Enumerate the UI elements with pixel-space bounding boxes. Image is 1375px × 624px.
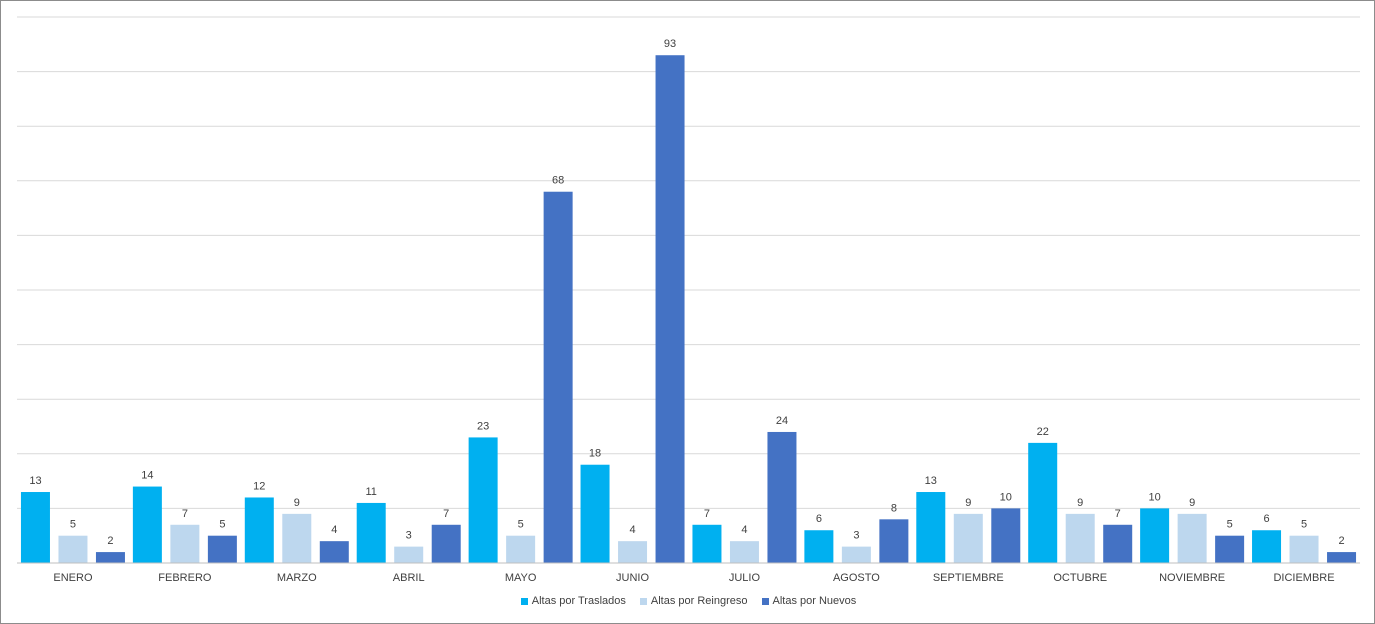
bar — [804, 530, 834, 563]
data-label: 68 — [552, 175, 564, 187]
legend-swatch — [761, 597, 769, 605]
legend-item: Altas por Nuevos — [761, 595, 857, 607]
bar — [58, 535, 88, 563]
x-tick-label: JULIO — [729, 572, 761, 584]
bar — [1103, 524, 1133, 563]
data-label: 11 — [365, 486, 376, 498]
bar — [1289, 535, 1319, 563]
x-tick-label: SEPTIEMBRE — [933, 572, 1004, 584]
data-label: 9 — [965, 497, 971, 509]
data-label: 5 — [70, 519, 76, 531]
data-label: 24 — [776, 415, 788, 427]
bar — [991, 508, 1021, 563]
bar — [356, 502, 386, 563]
bar — [953, 513, 983, 563]
data-label: 14 — [141, 470, 153, 482]
bar — [1140, 508, 1170, 563]
bar — [282, 513, 312, 563]
data-label: 3 — [406, 530, 412, 542]
bar — [431, 524, 461, 563]
data-label: 4 — [629, 524, 635, 536]
legend-swatch — [520, 597, 528, 605]
legend-label: Altas por Traslados — [531, 595, 626, 607]
bar — [170, 524, 200, 563]
bar — [506, 535, 536, 563]
x-tick-label: DICIEMBRE — [1273, 572, 1334, 584]
bar — [319, 541, 349, 563]
data-label: 22 — [1037, 426, 1049, 438]
legend-label: Altas por Reingreso — [650, 595, 748, 607]
bar — [655, 55, 685, 563]
data-label: 7 — [1115, 508, 1121, 520]
x-tick-label: MAYO — [505, 572, 537, 584]
bar — [692, 524, 722, 563]
legend-item: Altas por Reingreso — [639, 595, 748, 607]
x-tick-label: MARZO — [277, 572, 317, 584]
bar — [580, 464, 610, 563]
data-label: 5 — [219, 519, 225, 531]
data-label: 9 — [1077, 497, 1083, 509]
bar — [729, 541, 759, 563]
data-label: 13 — [925, 475, 937, 487]
data-label: 5 — [1227, 519, 1233, 531]
legend-item: Altas por Traslados — [520, 595, 626, 607]
bar-chart: 1352ENERO1475FEBRERO1294MARZO1137ABRIL23… — [17, 16, 1360, 584]
bar — [1177, 513, 1207, 563]
data-label: 2 — [107, 535, 113, 547]
x-tick-label: NOVIEMBRE — [1159, 572, 1225, 584]
data-label: 4 — [741, 524, 747, 536]
data-label: 12 — [253, 480, 265, 492]
x-tick-label: JUNIO — [616, 572, 649, 584]
bar — [916, 492, 946, 563]
bar — [244, 497, 274, 563]
legend-label: Altas por Nuevos — [772, 595, 857, 607]
bar — [468, 437, 498, 563]
data-label: 8 — [891, 502, 897, 514]
x-tick-label: ABRIL — [393, 572, 425, 584]
x-tick-label: AGOSTO — [833, 572, 880, 584]
data-label: 4 — [331, 524, 337, 536]
chart-legend: Altas por Traslados Altas por Reingreso Al… — [1, 595, 1375, 607]
bar — [543, 191, 573, 563]
bar — [618, 541, 648, 563]
data-label: 2 — [1338, 535, 1344, 547]
data-label: 7 — [182, 508, 188, 520]
data-label: 10 — [1000, 491, 1012, 503]
data-label: 7 — [704, 508, 710, 520]
data-label: 9 — [294, 497, 300, 509]
bar — [1252, 530, 1282, 563]
data-label: 6 — [816, 513, 822, 525]
data-label: 10 — [1149, 491, 1161, 503]
data-label: 3 — [853, 530, 859, 542]
bar — [1327, 552, 1357, 563]
bar — [1215, 535, 1245, 563]
bar — [132, 486, 162, 563]
bar — [394, 546, 424, 563]
bar — [1065, 513, 1095, 563]
bar — [1028, 442, 1058, 563]
bar — [767, 431, 797, 563]
data-label: 23 — [477, 420, 489, 432]
bar — [879, 519, 909, 563]
x-tick-label: OCTUBRE — [1053, 572, 1107, 584]
data-label: 5 — [1301, 519, 1307, 531]
data-label: 5 — [518, 519, 524, 531]
data-label: 18 — [589, 448, 601, 460]
data-label: 13 — [29, 475, 41, 487]
legend-swatch — [639, 597, 647, 605]
bar — [841, 546, 871, 563]
bar — [20, 492, 50, 563]
data-label: 6 — [1263, 513, 1269, 525]
bar — [95, 552, 125, 563]
x-tick-label: ENERO — [53, 572, 93, 584]
data-label: 93 — [664, 38, 676, 50]
x-tick-label: FEBRERO — [158, 572, 212, 584]
bar — [207, 535, 237, 563]
data-label: 7 — [443, 508, 449, 520]
data-label: 9 — [1189, 497, 1195, 509]
